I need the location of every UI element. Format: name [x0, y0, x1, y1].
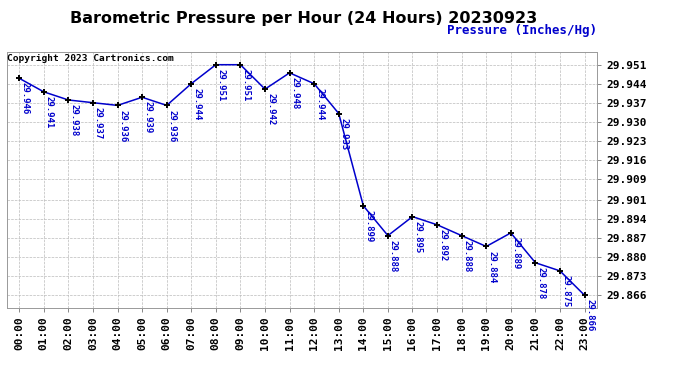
- Text: 29.936: 29.936: [119, 110, 128, 142]
- Text: 29.892: 29.892: [438, 229, 447, 261]
- Text: 29.888: 29.888: [463, 240, 472, 272]
- Text: 29.884: 29.884: [487, 251, 496, 283]
- Text: 29.951: 29.951: [217, 69, 226, 101]
- Text: 29.899: 29.899: [364, 210, 373, 242]
- Text: Barometric Pressure per Hour (24 Hours) 20230923: Barometric Pressure per Hour (24 Hours) …: [70, 11, 538, 26]
- Text: 29.948: 29.948: [290, 77, 299, 109]
- Text: 29.939: 29.939: [143, 101, 152, 134]
- Text: 29.866: 29.866: [586, 300, 595, 332]
- Text: 29.938: 29.938: [70, 104, 79, 136]
- Text: 29.946: 29.946: [20, 82, 29, 115]
- Text: 29.942: 29.942: [266, 93, 275, 126]
- Text: 29.878: 29.878: [536, 267, 546, 299]
- Text: 29.936: 29.936: [168, 110, 177, 142]
- Text: Pressure (Inches/Hg): Pressure (Inches/Hg): [447, 24, 597, 37]
- Text: 29.889: 29.889: [512, 237, 521, 269]
- Text: 29.895: 29.895: [413, 221, 422, 253]
- Text: 29.933: 29.933: [339, 118, 349, 150]
- Text: 29.941: 29.941: [45, 96, 54, 128]
- Text: 29.944: 29.944: [315, 88, 324, 120]
- Text: 29.951: 29.951: [241, 69, 250, 101]
- Text: 29.937: 29.937: [94, 107, 103, 139]
- Text: 29.944: 29.944: [193, 88, 201, 120]
- Text: Copyright 2023 Cartronics.com: Copyright 2023 Cartronics.com: [8, 54, 175, 63]
- Text: 29.875: 29.875: [561, 275, 570, 307]
- Text: 29.888: 29.888: [389, 240, 398, 272]
